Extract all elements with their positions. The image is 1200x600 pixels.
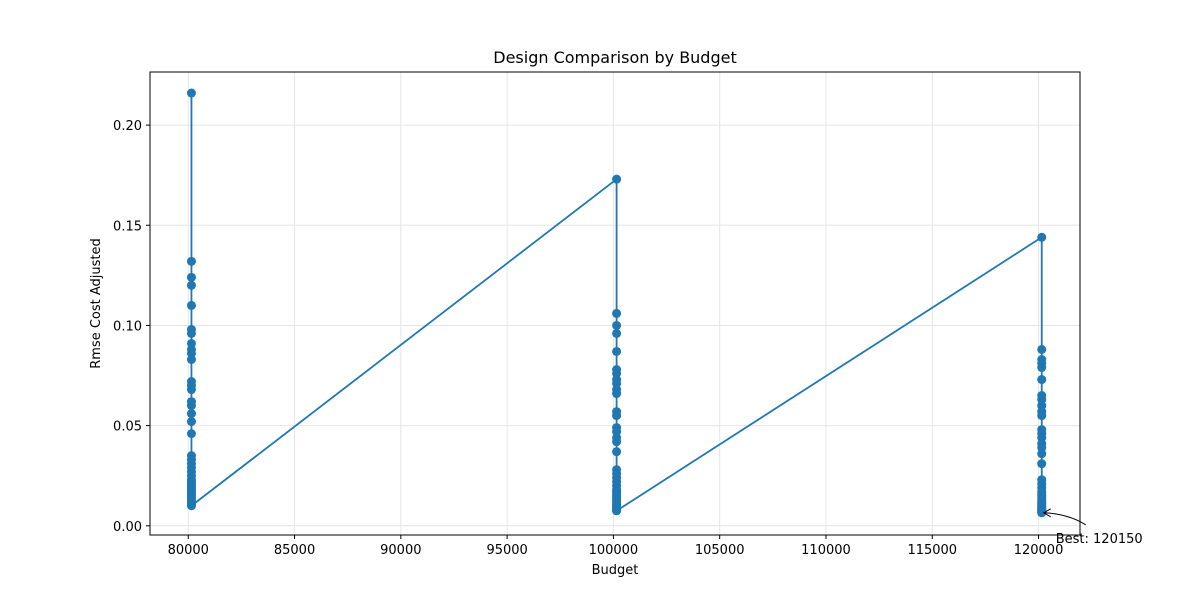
data-point bbox=[186, 417, 196, 427]
data-point bbox=[1037, 459, 1047, 469]
data-point bbox=[612, 308, 622, 318]
data-point bbox=[1037, 363, 1047, 373]
data-point bbox=[1037, 411, 1047, 421]
data-point bbox=[186, 280, 196, 290]
x-tick-label: 95000 bbox=[486, 543, 527, 558]
grid bbox=[150, 72, 1080, 535]
data-point bbox=[1037, 344, 1047, 354]
x-tick-label: 90000 bbox=[380, 543, 421, 558]
y-tick-label: 0.00 bbox=[113, 520, 142, 535]
data-point bbox=[1037, 508, 1047, 518]
data-point bbox=[186, 300, 196, 310]
data-point bbox=[612, 320, 622, 330]
data-point bbox=[186, 354, 196, 364]
data-point bbox=[186, 409, 196, 419]
data-point bbox=[612, 506, 622, 516]
plot-points-layer bbox=[186, 88, 1047, 518]
data-point bbox=[186, 328, 196, 338]
data-point bbox=[186, 88, 196, 98]
data-point bbox=[186, 501, 196, 511]
x-tick-label: 105000 bbox=[695, 543, 745, 558]
x-tick-label: 120000 bbox=[1014, 543, 1064, 558]
annotation-layer: Best: 120150 bbox=[1042, 508, 1143, 547]
data-point bbox=[186, 272, 196, 282]
x-axis-label: Budget bbox=[592, 563, 639, 578]
data-point bbox=[612, 328, 622, 338]
plot-frame bbox=[149, 71, 1081, 536]
y-axis-label: Rmse Cost Adjusted bbox=[89, 238, 104, 369]
y-axis: 0.00 0.05 0.10 0.15 0.20 bbox=[113, 119, 150, 535]
annotation-text: Best: 120150 bbox=[1056, 532, 1143, 547]
data-point bbox=[1037, 375, 1047, 385]
data-point bbox=[612, 174, 622, 184]
data-point bbox=[1037, 232, 1047, 242]
x-tick-label: 85000 bbox=[274, 543, 315, 558]
x-tick-label: 110000 bbox=[801, 543, 851, 558]
data-point bbox=[1037, 449, 1047, 459]
data-point bbox=[186, 256, 196, 266]
x-tick-label: 115000 bbox=[907, 543, 957, 558]
x-tick-label: 100000 bbox=[589, 543, 639, 558]
y-tick-label: 0.15 bbox=[113, 219, 142, 234]
y-tick-label: 0.20 bbox=[113, 119, 142, 134]
chart-title: Design Comparison by Budget bbox=[493, 48, 736, 67]
data-point bbox=[612, 447, 622, 457]
annotation-arrowhead bbox=[1042, 508, 1051, 518]
y-tick-label: 0.05 bbox=[113, 420, 142, 435]
data-point bbox=[612, 346, 622, 356]
data-point bbox=[186, 401, 196, 411]
data-point bbox=[612, 437, 622, 447]
data-point bbox=[612, 411, 622, 421]
x-tick-label: 80000 bbox=[168, 543, 209, 558]
data-point bbox=[186, 429, 196, 439]
data-point bbox=[612, 389, 622, 399]
data-point bbox=[186, 385, 196, 395]
annotation-arrow bbox=[1043, 512, 1087, 526]
x-axis: 80000 85000 90000 95000 100000 105000 110000 11… bbox=[168, 535, 1064, 558]
y-tick-label: 0.10 bbox=[113, 319, 142, 334]
